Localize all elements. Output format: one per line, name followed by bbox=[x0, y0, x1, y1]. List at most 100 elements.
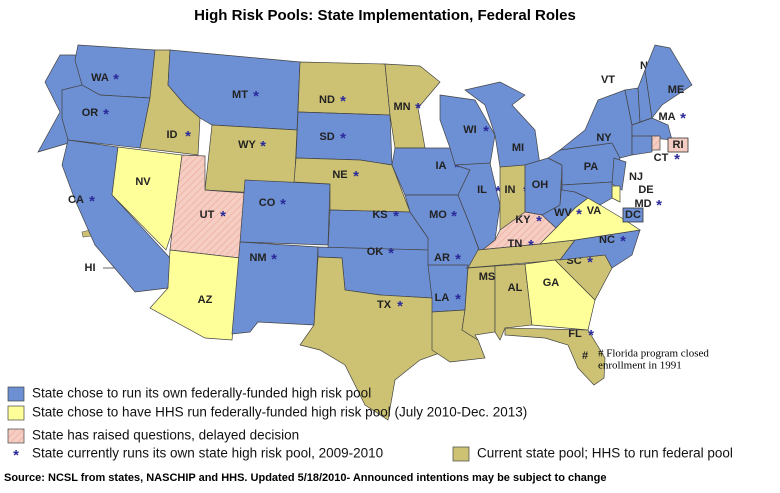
legend-swatch bbox=[7, 405, 25, 421]
pool-asterisk: * bbox=[454, 159, 460, 176]
legend-swatch bbox=[7, 386, 25, 402]
source: Source: NCSL from states, NASCHIP and HH… bbox=[4, 472, 606, 484]
state bbox=[631, 117, 673, 141]
pool-asterisk: * bbox=[656, 197, 662, 214]
pool-asterisk: * bbox=[587, 254, 593, 271]
state-label: ME bbox=[668, 84, 685, 96]
pool-asterisk: * bbox=[576, 206, 582, 223]
state-label: SD bbox=[319, 131, 334, 143]
pool-asterisk: * bbox=[253, 88, 259, 105]
state-label: RI bbox=[673, 139, 684, 151]
state bbox=[464, 81, 541, 168]
state-label: OR bbox=[82, 107, 99, 119]
state-label: IN bbox=[505, 184, 516, 196]
state-label: ND bbox=[319, 94, 335, 106]
state-box bbox=[622, 207, 644, 223]
pool-asterisk: * bbox=[89, 193, 95, 210]
pool-asterisk: * bbox=[388, 245, 394, 262]
pool-asterisk: * bbox=[495, 183, 501, 200]
legend-text: State currently runs its own state high … bbox=[32, 446, 383, 461]
state-label: WI bbox=[463, 124, 476, 136]
state bbox=[111, 146, 183, 251]
pool-asterisk: * bbox=[455, 251, 461, 268]
state-label: IA bbox=[436, 160, 447, 172]
pool-asterisk: * bbox=[185, 128, 191, 145]
state-label: FL bbox=[568, 328, 582, 340]
pool-asterisk: * bbox=[113, 71, 119, 88]
pool-asterisk: * bbox=[340, 93, 346, 110]
state-label: MA bbox=[658, 111, 675, 123]
legend-swatch bbox=[7, 428, 25, 444]
state bbox=[524, 259, 596, 331]
state bbox=[611, 157, 627, 191]
state-label: NE bbox=[332, 169, 347, 181]
state bbox=[651, 135, 661, 151]
state-label: KS bbox=[372, 209, 387, 221]
state-label: HI bbox=[85, 262, 96, 274]
state-label: MD bbox=[634, 198, 651, 210]
state-note: # bbox=[582, 350, 588, 362]
state-label: KY bbox=[515, 214, 531, 226]
pool-asterisk: * bbox=[451, 208, 457, 225]
pool-asterisk: * bbox=[415, 100, 421, 117]
pool-asterisk: * bbox=[536, 213, 542, 230]
pool-asterisk: * bbox=[353, 168, 359, 185]
state-label: NM bbox=[249, 252, 266, 264]
state-label: MN bbox=[393, 101, 410, 113]
title: High Risk Pools: State Implementation, F… bbox=[194, 7, 576, 24]
state-label: MO bbox=[429, 209, 447, 221]
pool-asterisk: * bbox=[588, 327, 594, 344]
pool-asterisk: * bbox=[220, 208, 226, 225]
state bbox=[299, 256, 449, 421]
state-label: GA bbox=[543, 277, 560, 289]
state bbox=[631, 135, 653, 156]
state-label: ID bbox=[167, 129, 178, 141]
pool-asterisk: * bbox=[680, 110, 686, 127]
state-label: OH bbox=[532, 179, 549, 191]
pool-asterisk: * bbox=[271, 251, 277, 268]
state-label: NC bbox=[599, 234, 615, 246]
state-label: AZ bbox=[198, 294, 213, 306]
pool-asterisk: * bbox=[455, 291, 461, 308]
state-label: LA bbox=[435, 292, 450, 304]
state-label: TX bbox=[377, 299, 392, 311]
state bbox=[384, 63, 441, 149]
state-label: CO bbox=[259, 197, 276, 209]
state bbox=[427, 264, 469, 313]
state-label: CA bbox=[68, 194, 84, 206]
state-label: VT bbox=[601, 74, 615, 86]
pool-asterisk: * bbox=[340, 130, 346, 147]
state-label: WY bbox=[238, 139, 256, 151]
state-label: DE bbox=[638, 184, 653, 196]
pool-asterisk: * bbox=[483, 123, 489, 140]
legend-text: State chose to have HHS run federally-fu… bbox=[32, 405, 527, 420]
pool-asterisk: * bbox=[620, 233, 626, 250]
state-label: PA bbox=[584, 161, 599, 173]
pool-asterisk: * bbox=[103, 106, 109, 123]
state bbox=[561, 181, 613, 206]
state-label: NY bbox=[596, 132, 612, 144]
state-label: AR bbox=[434, 252, 450, 264]
state-label: NV bbox=[135, 176, 151, 188]
legend-text: State chose to run its own federally-fun… bbox=[32, 386, 371, 401]
state-label: MT bbox=[232, 89, 248, 101]
state-label: OK bbox=[367, 246, 384, 258]
state-label: DC bbox=[625, 209, 641, 221]
pool-asterisk: * bbox=[528, 237, 534, 254]
pool-asterisk: * bbox=[397, 298, 403, 315]
state-label: VA bbox=[587, 205, 602, 217]
state-label: WA bbox=[91, 72, 109, 84]
state-label: AL bbox=[508, 282, 523, 294]
footnote: enrollment in 1991 bbox=[598, 360, 682, 372]
state-label: MI bbox=[512, 142, 524, 154]
legend-text: Current state pool; HHS to run federal p… bbox=[477, 446, 733, 461]
state-label: MS bbox=[479, 271, 496, 283]
state-label: NJ bbox=[629, 171, 643, 183]
state-label: TN bbox=[508, 238, 523, 250]
state-label: WV bbox=[554, 207, 572, 219]
footnote: # Florida program closed bbox=[598, 348, 709, 360]
pool-asterisk: * bbox=[393, 208, 399, 225]
legend-symbol: * bbox=[13, 447, 19, 464]
pool-asterisk: * bbox=[674, 151, 680, 168]
